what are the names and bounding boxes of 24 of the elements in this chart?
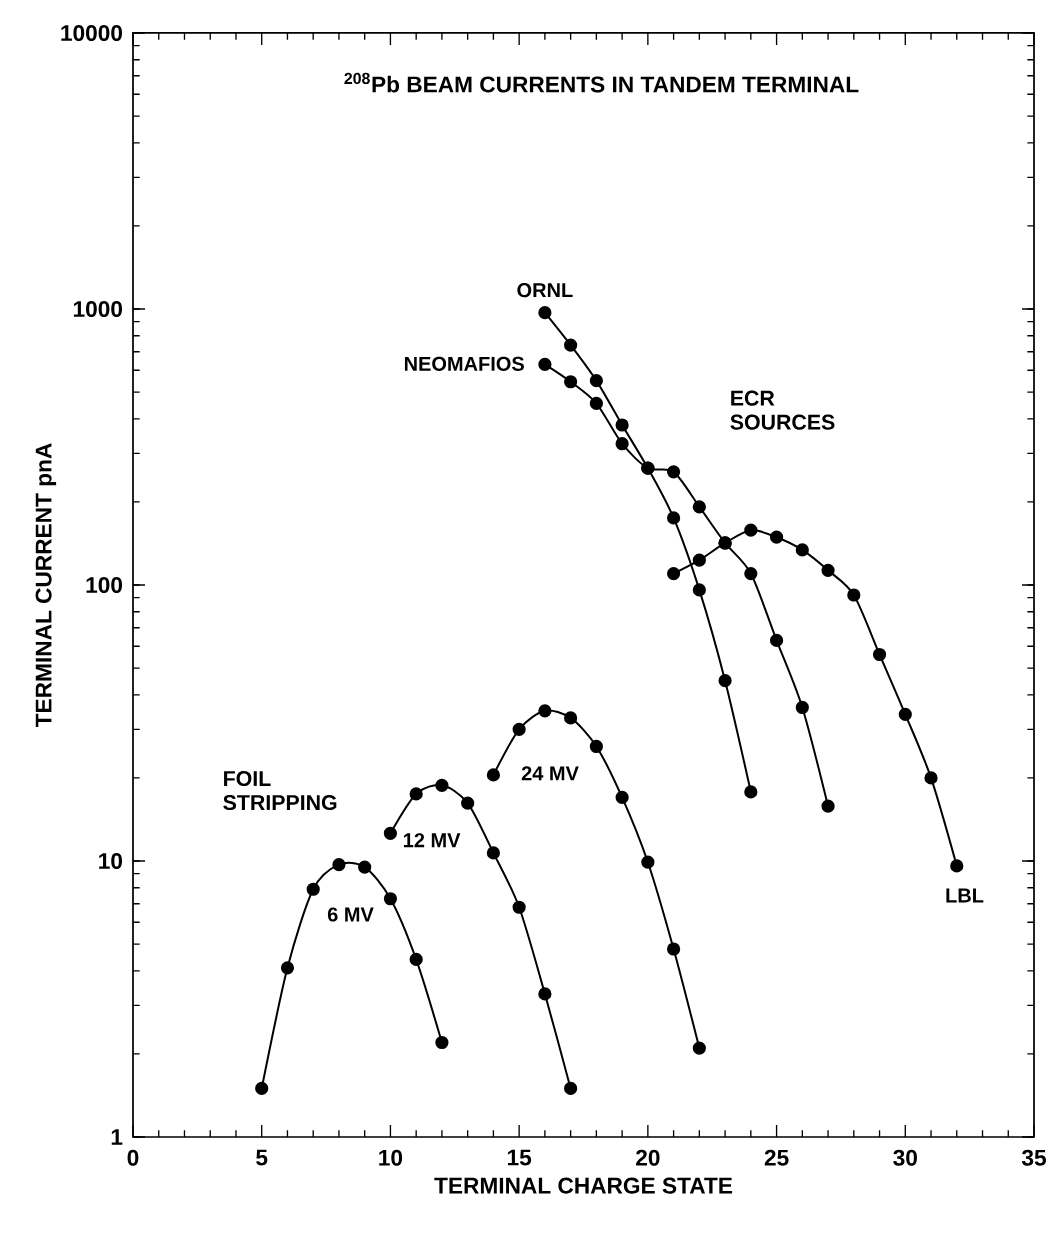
x-tick-label: 20 xyxy=(636,1149,660,1166)
x-tick-label: 30 xyxy=(893,1149,917,1166)
series-label: 6 MV xyxy=(327,907,374,922)
series-label: ORNL xyxy=(517,283,573,298)
y-tick-label: 1 xyxy=(111,1129,123,1145)
series-label: 24 MV xyxy=(521,766,579,781)
y-tick-label: 10 xyxy=(99,852,123,870)
x-tick-label: 25 xyxy=(764,1149,789,1166)
x-tick-label: 35 xyxy=(1021,1149,1046,1166)
y-axis-title: TERMINAL CURRENT pnA xyxy=(35,443,57,728)
series-label: NEOMAFIOS xyxy=(404,356,524,371)
y-tick-label: 1000 xyxy=(73,300,123,318)
annotation: ECR SOURCES xyxy=(730,390,835,430)
x-tick-label: 10 xyxy=(379,1149,403,1166)
series-label: 12 MV xyxy=(403,833,461,848)
text: $^{208}$Pb BEAM CURRENTS IN TANDEM TERMINAL xyxy=(344,72,859,93)
y-tick-label: 100 xyxy=(86,576,123,594)
annotation: FOIL STRIPPING xyxy=(223,771,337,811)
y-tick-label: 10000 xyxy=(61,24,122,42)
x-tick-label: 15 xyxy=(507,1149,532,1166)
x-axis-title: TERMINAL CHARGE STATE xyxy=(434,1177,733,1194)
legend-label: LBL xyxy=(946,888,984,903)
x-tick-label: 0 xyxy=(127,1149,139,1166)
x-tick-label: 5 xyxy=(256,1149,268,1166)
